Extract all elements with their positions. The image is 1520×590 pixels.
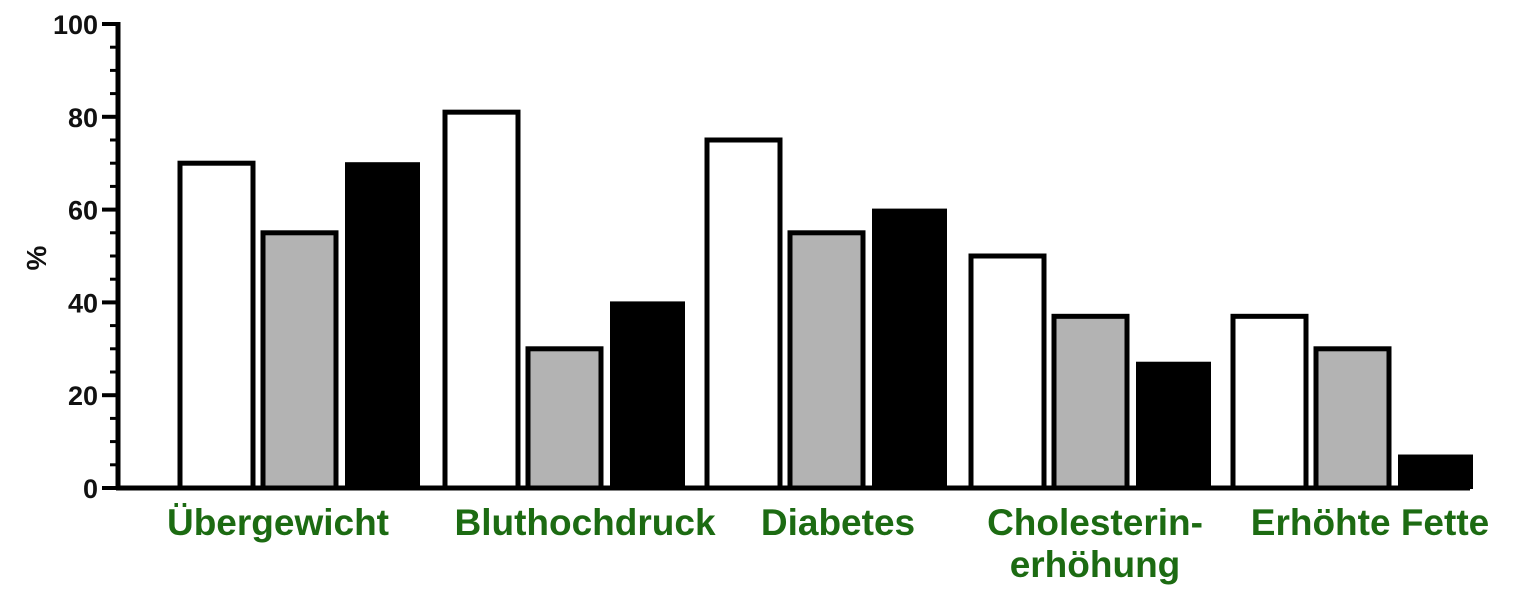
bar-1-series-1 [177,160,256,491]
category-label-3: Diabetes [761,502,915,543]
bar-5-series-2 [1313,346,1392,491]
category-label-5: Erhöhte Fette [1251,502,1489,543]
bar-5-series-1 [1230,313,1309,491]
bar-1-series-2 [260,230,339,491]
y-tick-label-0: 0 [83,474,98,504]
bar-3-series-2 [787,230,866,491]
bars-layer [177,109,1473,491]
y-tick-label-60: 60 [68,196,98,226]
bar-3-series-3 [872,208,947,489]
y-axis: 0 20 40 60 80 100% [21,10,1470,504]
bar-5-series-3 [1398,454,1473,489]
bar-2-series-2 [525,346,604,491]
category-label-4: Cholesterin-erhöhung [987,502,1203,585]
category-label-2: Bluthochdruck [454,502,715,543]
bar-4-series-2 [1051,313,1130,491]
y-axis-label: % [21,245,52,270]
bar-4-series-3 [1136,361,1211,489]
y-tick-label-20: 20 [68,381,98,411]
bar-4-series-1 [968,253,1047,491]
category-label-1: Übergewicht [167,502,389,543]
bar-1-series-3 [345,162,420,489]
category-labels: Übergewicht Bluthochdruck Diabetes Choleste… [167,502,1489,585]
y-tick-label-80: 80 [68,103,98,133]
bar-3-series-1 [704,137,783,491]
y-tick-label-100: 100 [53,10,98,40]
bar-2-series-3 [610,301,685,489]
bar-2-series-1 [442,109,521,491]
y-tick-label-40: 40 [68,288,98,318]
